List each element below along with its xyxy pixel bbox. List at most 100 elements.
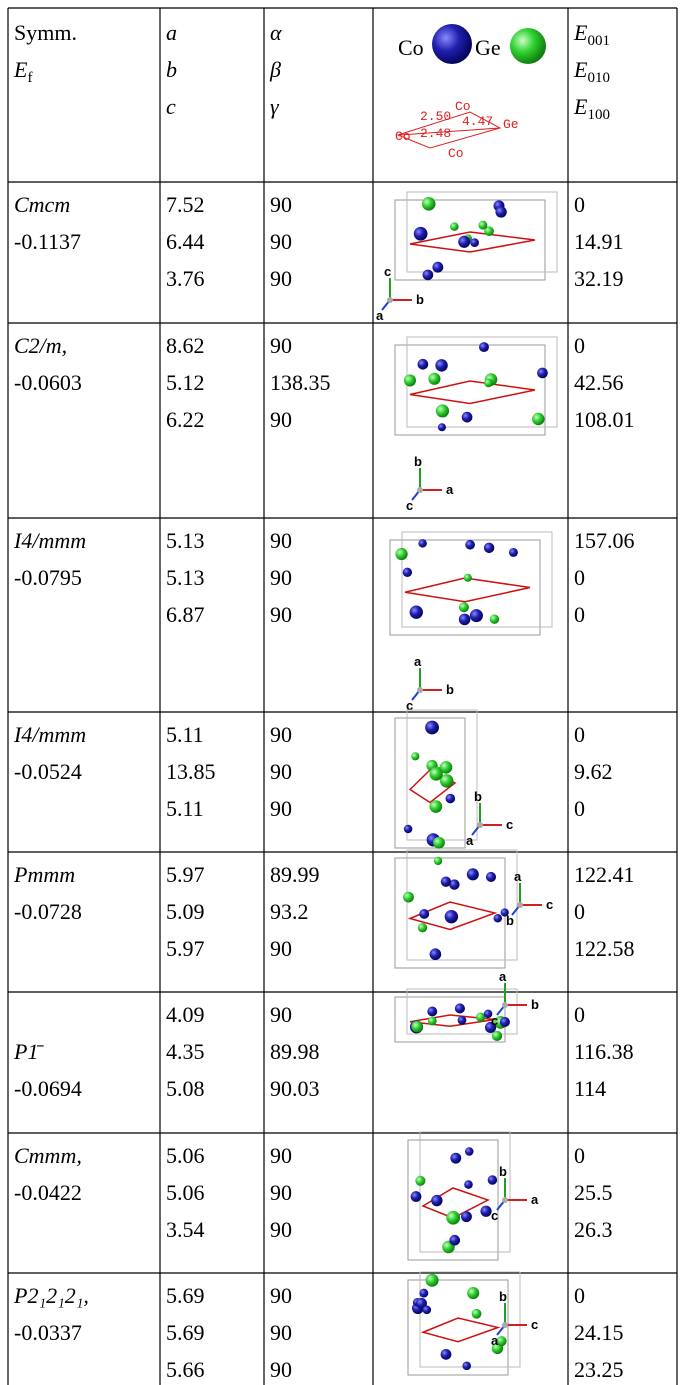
atom — [413, 226, 428, 241]
energy-value: 14.91 — [574, 229, 624, 254]
axis-label: b — [474, 789, 482, 804]
atom — [427, 1006, 438, 1017]
energy-value: 116.38 — [574, 1039, 634, 1064]
atom — [449, 1234, 461, 1246]
header-lattice: b — [166, 57, 177, 82]
atom — [409, 605, 423, 619]
atom — [417, 923, 428, 933]
lattice-value: 6.22 — [166, 407, 205, 432]
energy-value: 0 — [574, 192, 585, 217]
angle-value: 90 — [270, 1002, 292, 1027]
legend-co: Co — [398, 35, 424, 60]
atom — [471, 1308, 482, 1319]
atom — [458, 602, 469, 613]
angle-value: 93.2 — [270, 899, 309, 924]
atom — [418, 539, 427, 548]
atom — [487, 1175, 498, 1185]
header-angle: γ — [270, 94, 280, 119]
axis-label: a — [514, 869, 522, 884]
axis-origin — [417, 487, 423, 493]
atom — [433, 856, 443, 866]
bond-label: Co — [455, 99, 471, 114]
lattice-value: 5.06 — [166, 1143, 205, 1168]
atom — [403, 374, 416, 387]
bond-label: 2.48 — [420, 126, 451, 141]
atom — [489, 614, 500, 624]
axis-label: b — [499, 1164, 507, 1179]
structure-image — [381, 191, 558, 311]
table-grid — [7, 7, 678, 1385]
symmetry: C2/m, — [14, 333, 67, 358]
lattice-value: 5.97 — [166, 862, 205, 887]
symmetry: P1̄ — [13, 1039, 44, 1064]
formation-energy: -0.0422 — [14, 1180, 82, 1205]
atom — [466, 868, 479, 881]
lattice-value: 5.06 — [166, 1180, 205, 1205]
lattice-value: 5.69 — [166, 1320, 205, 1345]
lattice-value: 5.13 — [166, 528, 205, 553]
header-energy: E001 — [573, 20, 610, 49]
axis-label: a — [499, 969, 507, 984]
lattice-value: 5.66 — [166, 1357, 205, 1382]
lattice-value: 13.85 — [166, 759, 216, 784]
angle-value: 90 — [270, 192, 292, 217]
unit-cell — [406, 191, 558, 273]
formation-energy: -0.0337 — [14, 1320, 82, 1345]
lattice-value: 5.97 — [166, 936, 205, 961]
axis-label: c — [491, 1013, 498, 1028]
axis-label: c — [491, 1208, 498, 1223]
atom — [450, 1152, 462, 1164]
atom — [484, 226, 494, 237]
axis-label: b — [499, 1289, 507, 1304]
header-angle: α — [270, 20, 282, 45]
axis-label: c — [384, 264, 391, 279]
atom — [485, 871, 497, 882]
symmetry: P2₁2₁2₁, — [13, 1283, 89, 1308]
atom — [465, 1147, 474, 1156]
atom — [483, 1009, 493, 1019]
unit-cell — [419, 1131, 511, 1253]
atom — [419, 1288, 429, 1298]
header-energy-sub: 001 — [587, 33, 610, 49]
atom — [483, 542, 495, 554]
atom — [464, 1180, 473, 1189]
axis-label: c — [531, 1317, 538, 1332]
lattice-value: 5.11 — [166, 722, 204, 747]
atom — [458, 613, 471, 626]
angle-value: 89.99 — [270, 862, 320, 887]
bonds — [407, 901, 498, 931]
formation-energy: -0.0524 — [14, 759, 82, 784]
axis-label: c — [406, 498, 413, 513]
atom — [463, 573, 472, 582]
legend-ge: Ge — [475, 35, 501, 60]
energy-value: 114 — [574, 1076, 606, 1101]
atom — [415, 1297, 427, 1309]
atom — [460, 1211, 472, 1223]
atom — [478, 342, 489, 353]
lattice-value: 5.08 — [166, 1076, 205, 1101]
energy-value: 42.56 — [574, 370, 624, 395]
energy-value: 0 — [574, 1143, 585, 1168]
lattice-value: 7.52 — [166, 192, 205, 217]
angle-value: 90 — [270, 1320, 292, 1345]
header-energy-main: E — [573, 57, 588, 82]
energy-value: 24.15 — [574, 1320, 624, 1345]
atom — [417, 358, 429, 370]
energy-value: 0 — [574, 602, 585, 627]
energy-value: 122.58 — [574, 936, 635, 961]
bond-label: Co — [395, 129, 411, 144]
angle-value: 90 — [270, 1143, 292, 1168]
atom — [480, 1205, 492, 1217]
atom — [440, 1348, 452, 1360]
atom — [429, 800, 443, 813]
atom — [467, 1287, 480, 1300]
header-lattice: a — [166, 20, 177, 45]
atom — [433, 836, 445, 849]
header-ef: Ef — [13, 57, 32, 86]
angle-value: 90 — [270, 333, 292, 358]
atom — [437, 423, 446, 432]
atom — [457, 1015, 467, 1025]
atom — [403, 891, 414, 903]
atom — [458, 235, 471, 248]
atom — [435, 359, 448, 372]
